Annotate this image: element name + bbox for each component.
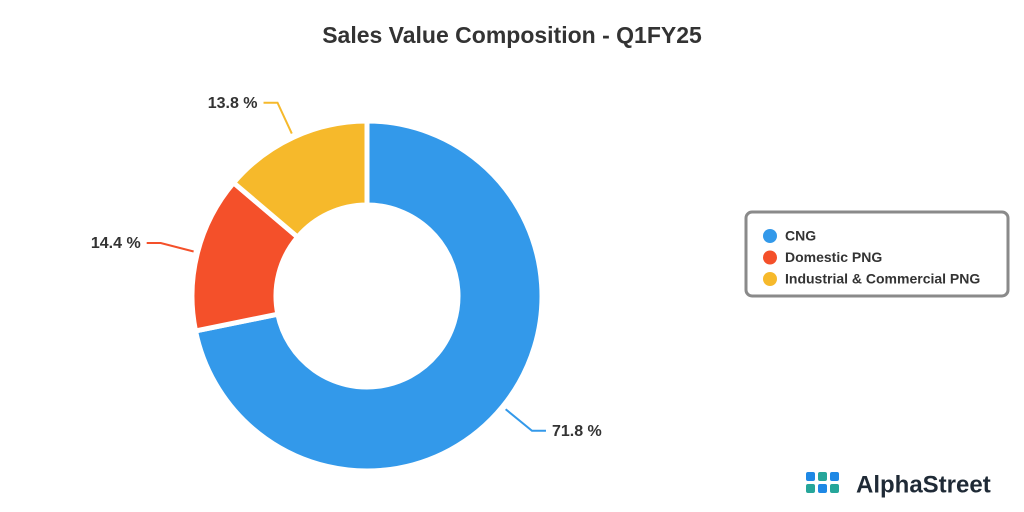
leader-line (146, 242, 194, 253)
slice (230, 118, 370, 241)
logo-icon (806, 472, 839, 493)
legend-swatch (763, 272, 777, 286)
legend-label: CNG (785, 228, 816, 244)
data-label: 13.8 % (208, 95, 258, 112)
data-label: 14.4 % (91, 235, 141, 252)
legend-swatch (763, 229, 777, 243)
leader-line (263, 101, 293, 134)
legend-swatch (763, 250, 777, 265)
chart-title: Sales Value Composition - Q1FY25 (322, 22, 702, 48)
legend-label: Industrial & Commercial PNG (785, 271, 980, 287)
legend-box (744, 210, 1010, 298)
legend-label: Domestic PNG (785, 249, 882, 265)
logo-text: AlphaStreet (856, 471, 991, 498)
slice (192, 118, 545, 474)
leader-line (505, 408, 546, 432)
data-label: 71.8 % (552, 423, 602, 440)
